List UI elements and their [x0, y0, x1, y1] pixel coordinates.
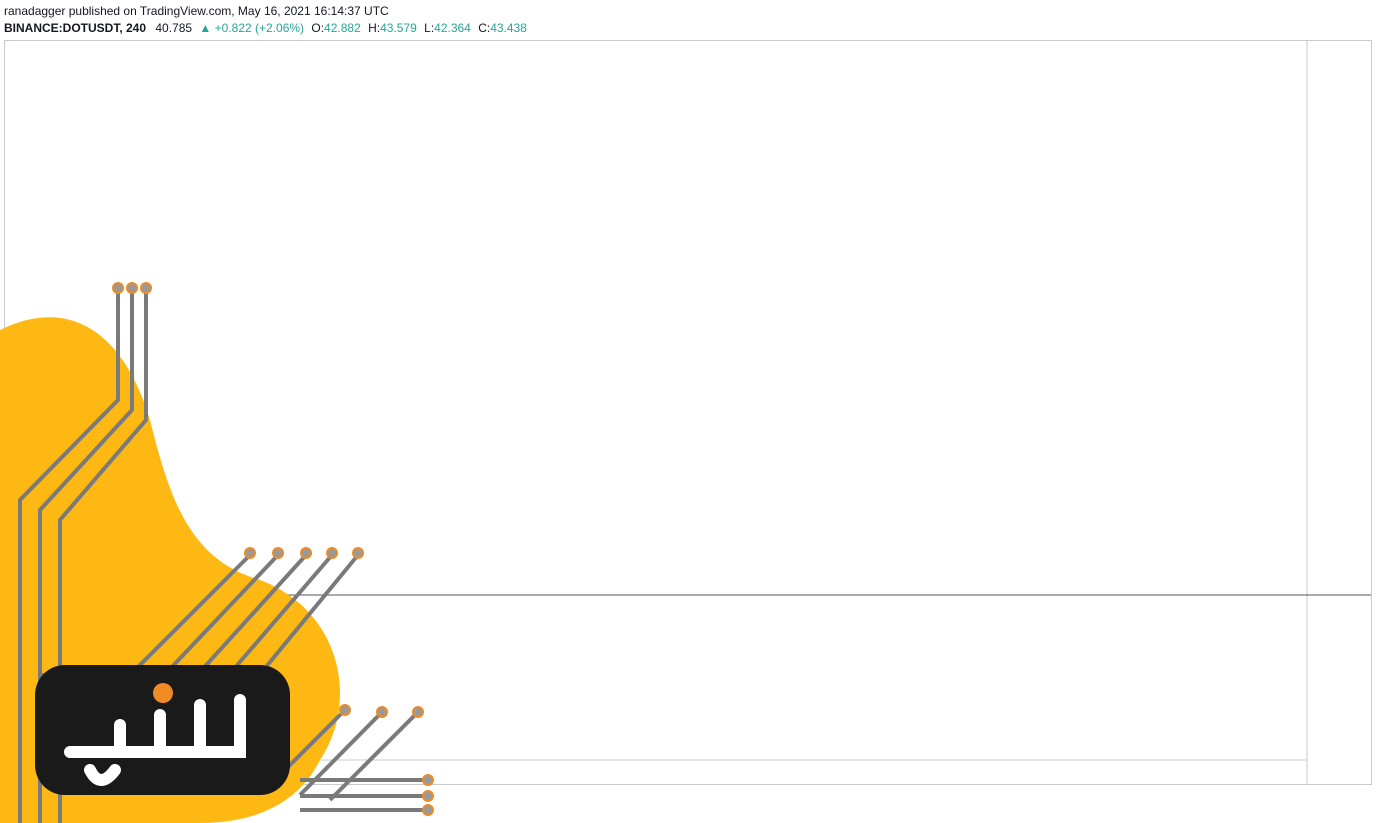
publisher: ranadagger published on TradingView.com,…: [4, 4, 389, 18]
last: 40.785: [155, 21, 192, 35]
ohlc-value: 43.438: [490, 21, 527, 35]
ohlc-value: 43.579: [380, 21, 417, 35]
ohlc-key: H:: [368, 21, 380, 35]
symbol-line: BINANCE:DOTUSDT, 240 40.785 ▲ +0.822 (+2…: [4, 21, 527, 35]
logo: [0, 282, 434, 823]
ohlc-value: 42.882: [324, 21, 361, 35]
symbol: BINANCE:DOTUSDT, 240: [4, 21, 146, 35]
ohlc-key: O:: [311, 21, 324, 35]
ohlc-key: L:: [424, 21, 434, 35]
circuit-dots: [112, 282, 434, 816]
ohlc-value: 42.364: [434, 21, 471, 35]
logo-coin: [153, 683, 173, 703]
change: ▲ +0.822 (+2.06%): [199, 21, 304, 35]
ohlc-key: C:: [478, 21, 490, 35]
logo-glyph: [64, 694, 246, 786]
